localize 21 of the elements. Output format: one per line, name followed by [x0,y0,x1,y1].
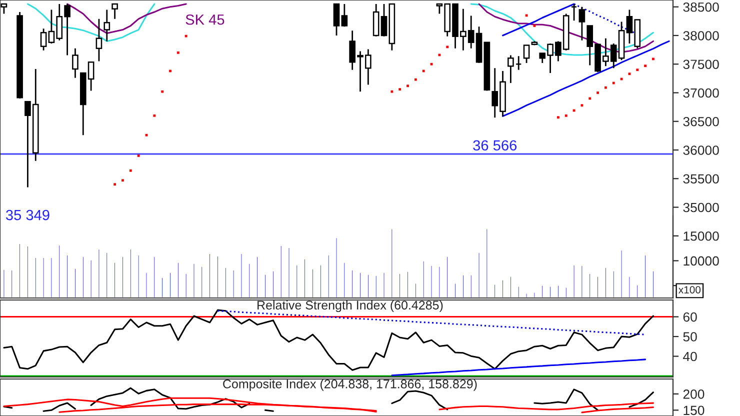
annotation: SK 45 [186,14,224,25]
chart-title: Relative Strength Index (60.4285) [258,300,443,312]
y-tick-label: 36500 [683,116,719,126]
y-tick-label: 50 [683,332,697,342]
y-tick-label: 35000 [683,202,719,212]
annotation: 36 566 [473,140,517,151]
y-tick-label: 37500 [683,60,719,70]
y-tick-label: 10000 [684,256,719,266]
y-tick-label: 37000 [683,88,719,98]
chart-title: Composite Index (204.838, 171.866, 158.829) [223,379,477,391]
y-tick-label: 150 [684,406,704,416]
y-tick-label: 35500 [683,174,719,184]
y-tick-label: 38500 [683,2,719,12]
y-tick-label: 38000 [683,31,719,40]
y-tick-label: 60 [683,312,697,322]
annotation: 35 349 [6,210,50,220]
text: x100 [678,286,701,294]
y-tick-label: 36000 [683,146,719,155]
y-tick-label: 15000 [684,231,719,241]
y-tick-label: 40 [683,352,697,362]
y-tick-label: 200 [683,389,704,399]
